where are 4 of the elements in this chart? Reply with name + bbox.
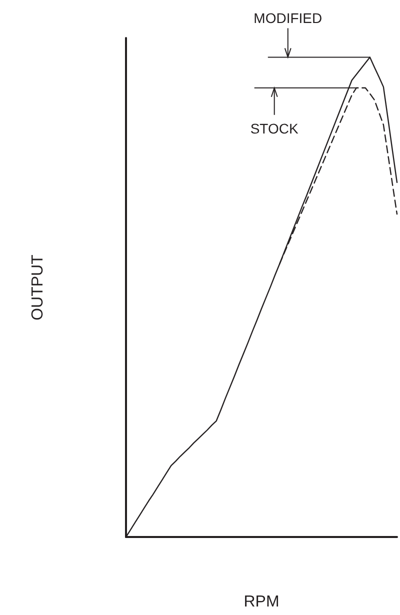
y-axis-title: OUTPUT (30, 254, 46, 320)
x-axis-title: RPM (244, 594, 280, 610)
text: MODIFIED (254, 10, 322, 26)
annotation: STOCK (250, 120, 299, 137)
